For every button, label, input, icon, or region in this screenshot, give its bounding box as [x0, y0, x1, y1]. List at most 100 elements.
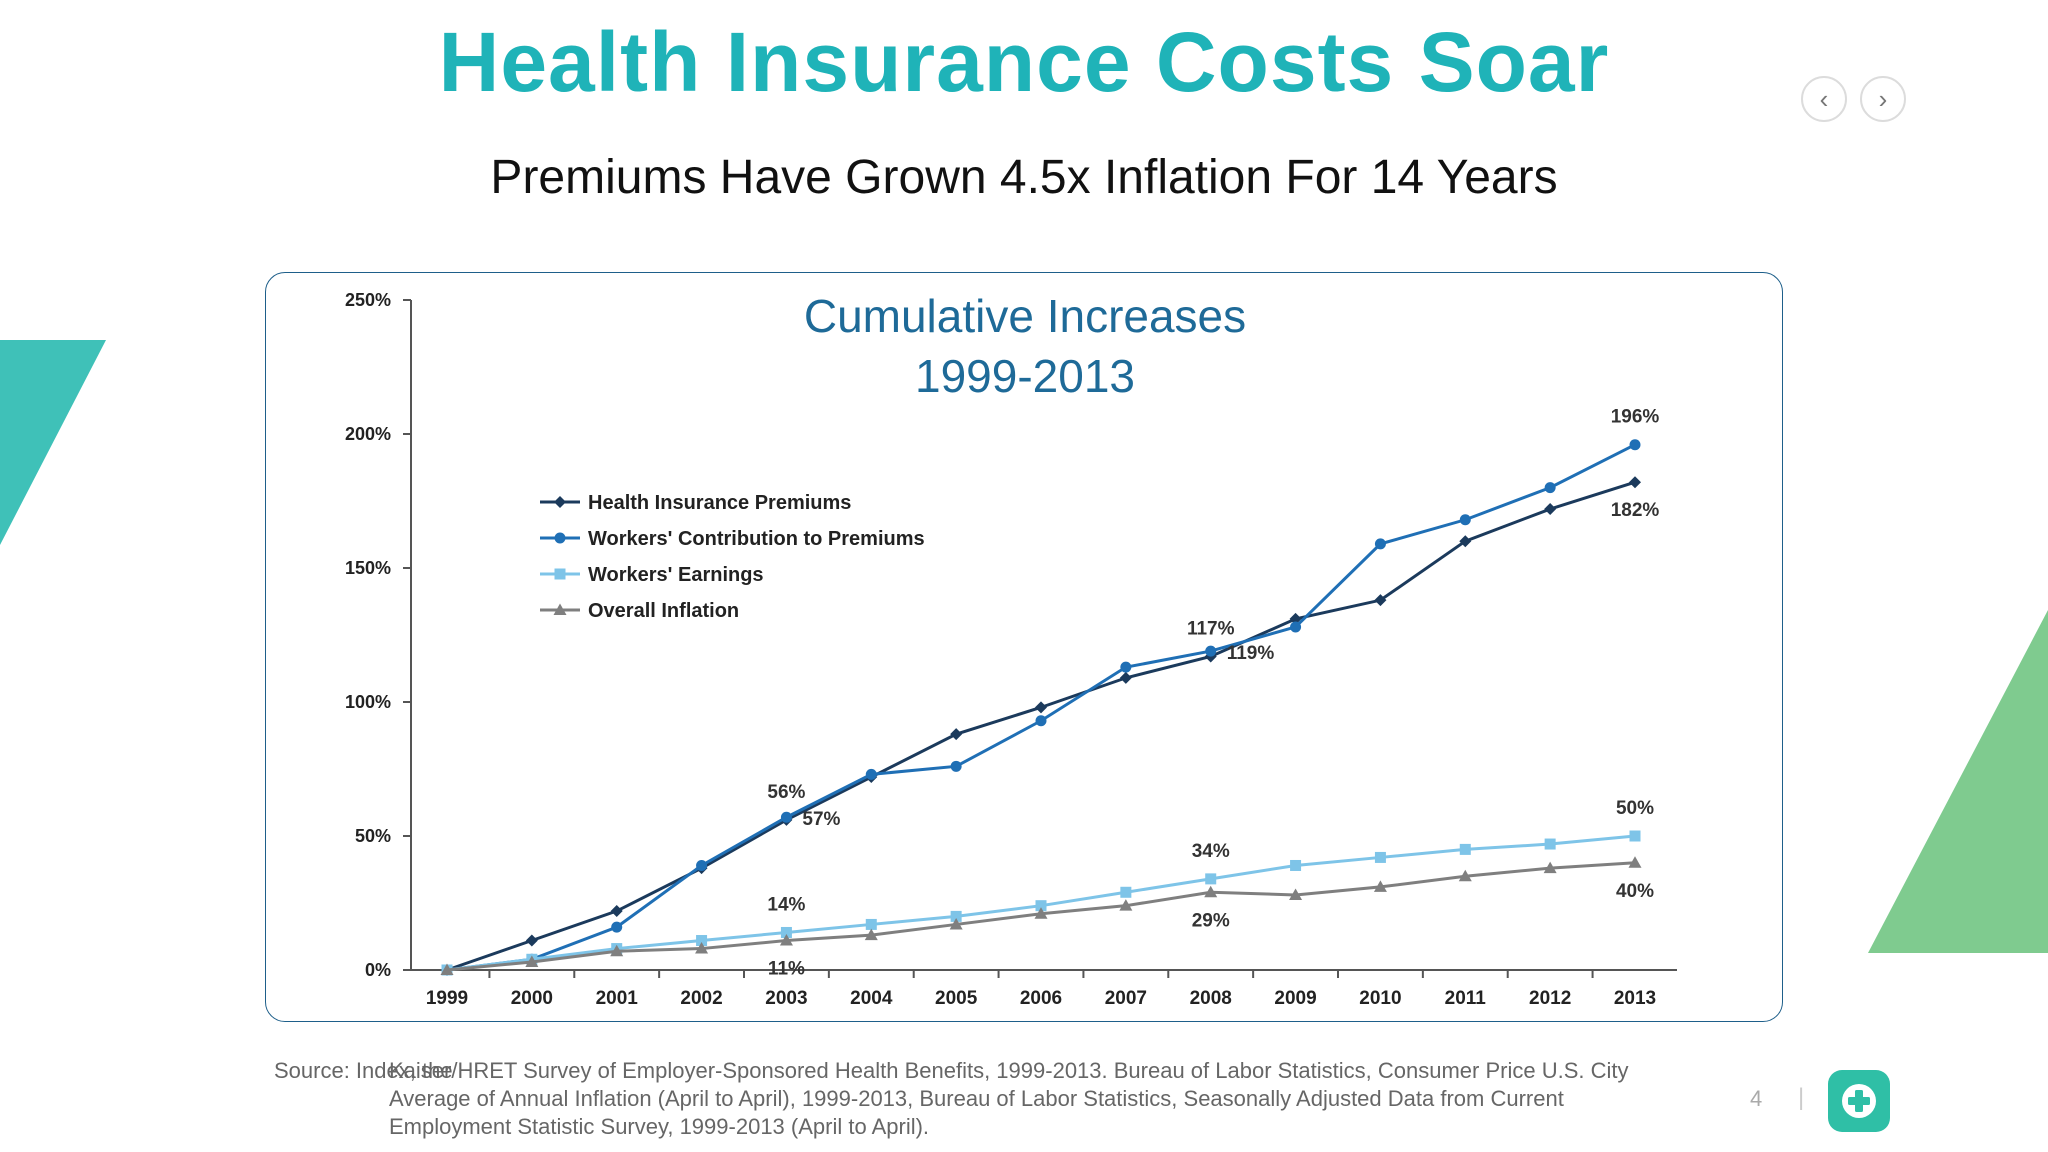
data-point — [950, 728, 963, 741]
x-tick-label: 2005 — [935, 988, 978, 1009]
right-accent-shape — [1868, 610, 2048, 953]
data-point — [1289, 612, 1302, 625]
data-point — [780, 811, 792, 823]
data-label: 182% — [1611, 500, 1660, 521]
data-point — [610, 905, 623, 918]
data-point — [1459, 843, 1471, 855]
page-separator: | — [1798, 1084, 1805, 1111]
data-point — [1629, 830, 1641, 842]
data-point — [865, 918, 877, 930]
data-point — [1120, 661, 1132, 673]
data-point — [949, 917, 963, 930]
chart-frame — [265, 272, 1783, 1022]
slide-subtitle: Premiums Have Grown 4.5x Inflation For 1… — [490, 151, 1558, 204]
data-point — [696, 935, 708, 947]
data-label: 29% — [1192, 910, 1230, 931]
x-tick-label: 2000 — [511, 988, 553, 1009]
data-point — [553, 603, 567, 615]
data-label: 117% — [1187, 618, 1235, 639]
data-point — [1543, 861, 1557, 874]
x-tick-label: 2010 — [1359, 988, 1401, 1009]
data-point — [1544, 838, 1556, 850]
x-tick-label: 2012 — [1529, 988, 1571, 1009]
series-overall-inflation — [440, 856, 1642, 975]
data-point — [1120, 886, 1132, 898]
data-point — [1205, 645, 1217, 657]
page-number: 4 — [1750, 1086, 1763, 1111]
data-point — [695, 942, 709, 954]
data-point — [610, 944, 624, 957]
chart-title: Cumulative Increases — [804, 290, 1246, 342]
data-point — [1374, 594, 1387, 607]
data-point — [696, 859, 708, 871]
x-tick-label: 2013 — [1614, 988, 1656, 1009]
x-tick-label: 2008 — [1190, 988, 1232, 1009]
data-label: 34% — [1192, 841, 1230, 862]
legend-label: Overall Inflation — [588, 600, 739, 622]
data-point — [1544, 503, 1557, 516]
data-label: 50% — [1616, 798, 1654, 819]
data-point — [1458, 869, 1472, 882]
data-point — [525, 934, 538, 947]
data-point — [1035, 701, 1047, 714]
data-point — [1290, 621, 1302, 633]
data-point — [780, 926, 792, 938]
data-label: 196% — [1611, 407, 1660, 428]
data-point — [1629, 439, 1641, 451]
data-label: 11% — [768, 959, 805, 980]
data-point — [1544, 482, 1556, 494]
data-point — [1628, 856, 1642, 868]
data-label: 57% — [802, 809, 840, 830]
prev-slide-button[interactable]: ‹ — [1801, 76, 1847, 122]
data-point — [554, 496, 566, 508]
y-tick-label: 50% — [355, 826, 391, 846]
data-point — [1459, 535, 1472, 548]
data-label: 40% — [1616, 881, 1654, 902]
data-point — [1289, 888, 1303, 900]
data-point — [1373, 880, 1387, 892]
next-slide-button[interactable]: › — [1860, 76, 1906, 122]
data-point — [1459, 514, 1471, 526]
legend-label: Health Insurance Premiums — [588, 492, 851, 514]
data-label: 119% — [1227, 643, 1275, 664]
chart-subtitle: 1999-2013 — [915, 350, 1135, 402]
data-point — [779, 934, 793, 946]
data-point — [1205, 873, 1217, 885]
data-point — [1119, 899, 1133, 911]
source-label: Source: Index, the — [274, 1058, 453, 1083]
data-point — [1374, 538, 1386, 550]
legend-entry: Overall Inflation — [540, 600, 739, 622]
y-tick-label: 250% — [345, 290, 391, 310]
medical-cross-icon — [1842, 1084, 1876, 1118]
data-point — [1034, 907, 1048, 919]
chevron-left-icon: ‹ — [1819, 83, 1829, 114]
data-point — [440, 963, 454, 975]
x-tick-label: 2011 — [1445, 988, 1487, 1009]
data-point — [554, 532, 566, 544]
data-point — [950, 760, 962, 772]
data-point — [1204, 885, 1218, 898]
data-point — [950, 910, 962, 922]
legend-label: Workers' Earnings — [588, 564, 764, 586]
data-point — [1035, 715, 1047, 727]
y-tick-label: 150% — [345, 558, 391, 578]
data-label: 56% — [767, 782, 805, 803]
x-tick-label: 2002 — [680, 988, 722, 1009]
legend-entry: Workers' Contribution to Premiums — [540, 528, 925, 550]
y-tick-label: 100% — [345, 692, 391, 712]
x-tick-label: 2001 — [596, 988, 639, 1009]
cumulative-increases-chart: 0% 50% 100% 150% 200% 250% 1999 2000 2001 2002 200… — [345, 290, 1677, 1009]
y-tick-label: 200% — [345, 424, 391, 444]
x-tick-label: 2006 — [1020, 988, 1062, 1009]
chevron-right-icon: › — [1878, 83, 1888, 114]
slide-title: Health Insurance Costs Soar — [438, 15, 1610, 109]
data-point — [1035, 900, 1047, 912]
x-tick-label: 2007 — [1105, 988, 1147, 1009]
legend-entry: Health Insurance Premiums — [540, 492, 851, 514]
data-point — [1374, 851, 1386, 863]
data-label: 14% — [767, 894, 805, 915]
data-point — [611, 921, 623, 933]
legend-label: Workers' Contribution to Premiums — [588, 528, 925, 550]
data-point — [1290, 859, 1302, 871]
x-tick-label: 2009 — [1274, 988, 1316, 1009]
